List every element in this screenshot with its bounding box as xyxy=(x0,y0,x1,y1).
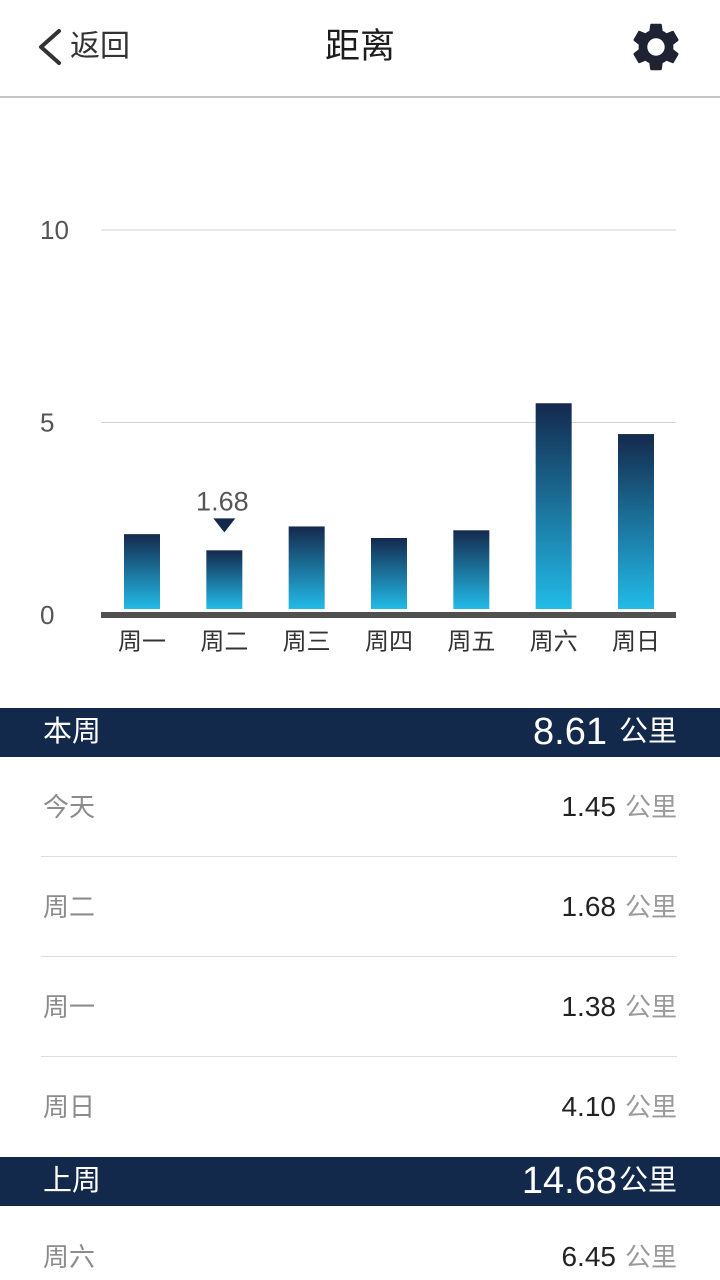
triangle-down-icon xyxy=(213,518,236,533)
distance-unit: 公里 xyxy=(624,1242,677,1272)
x-tick-label: 周五 xyxy=(447,629,495,656)
distance-value: 1.68 xyxy=(561,890,616,922)
x-tick-label: 周六 xyxy=(530,629,578,656)
day-label: 周一 xyxy=(43,991,96,1022)
this-week-header: 本周 8.61 公里 xyxy=(0,708,720,757)
day-label: 今天 xyxy=(43,791,96,822)
x-tick-label: 周日 xyxy=(612,629,660,656)
selected-bar-value-label: 1.68 xyxy=(196,486,249,516)
list-item: 今天 1.45 公里 xyxy=(41,757,677,857)
distance-unit: 公里 xyxy=(624,891,677,922)
distance-value: 1.45 xyxy=(561,790,616,822)
x-tick-label: 周一 xyxy=(118,629,166,656)
distance-bar-chart: 0 5 10 周一 周二 周三 周四 周五 周六 周日 1.68 xyxy=(40,215,676,656)
chart-grid xyxy=(101,229,676,618)
last-week-section: 上周 14.68 公里 周六 6.45 公里 xyxy=(0,1157,720,1280)
bar[interactable] xyxy=(206,550,243,609)
page-title: 距离 xyxy=(324,27,395,66)
this-week-section: 本周 8.61 公里 今天 1.45 公里 周二 1.68 公里 周一 1.38… xyxy=(0,708,720,1157)
section-total-unit: 公里 xyxy=(618,716,677,748)
chart-bars xyxy=(124,403,654,609)
list-item: 周日 4.10 公里 xyxy=(41,1057,677,1157)
x-tick-label: 周二 xyxy=(200,629,248,656)
y-tick-label: 0 xyxy=(40,600,54,630)
day-label: 周六 xyxy=(43,1242,96,1272)
bar[interactable] xyxy=(618,434,654,609)
list-item: 周一 1.38 公里 xyxy=(41,957,677,1057)
back-label: 返回 xyxy=(70,30,130,63)
day-label: 周二 xyxy=(43,891,96,922)
bar[interactable] xyxy=(124,534,160,609)
y-tick-label: 5 xyxy=(40,408,54,438)
bar[interactable] xyxy=(453,530,490,609)
last-week-header: 上周 14.68 公里 xyxy=(0,1157,720,1206)
top-nav-bar: 返回 距离 xyxy=(0,0,720,98)
distance-unit: 公里 xyxy=(624,1092,677,1122)
x-tick-label: 周三 xyxy=(283,629,331,656)
bar[interactable] xyxy=(371,538,407,609)
list-item: 周六 6.45 公里 xyxy=(41,1206,677,1280)
back-button[interactable]: 返回 xyxy=(34,26,144,68)
bar[interactable] xyxy=(535,403,572,609)
section-total-value: 8.61 xyxy=(533,711,607,753)
distance-unit: 公里 xyxy=(624,791,677,822)
section-total-unit: 公里 xyxy=(618,1165,677,1197)
list-item: 周二 1.68 公里 xyxy=(41,857,677,957)
y-tick-label: 10 xyxy=(40,215,69,245)
distance-value: 1.38 xyxy=(561,990,616,1022)
chart-labels: 0 5 10 周一 周二 周三 周四 周五 周六 周日 1.68 xyxy=(40,215,660,656)
section-total-value: 14.68 xyxy=(521,1160,617,1202)
settings-button[interactable] xyxy=(627,18,685,76)
x-tick-label: 周四 xyxy=(365,629,413,656)
section-label: 本周 xyxy=(43,716,102,748)
chevron-left-icon xyxy=(39,29,61,65)
distance-unit: 公里 xyxy=(624,991,677,1022)
section-label: 上周 xyxy=(43,1165,102,1197)
day-label: 周日 xyxy=(43,1092,96,1122)
distance-value: 4.10 xyxy=(561,1091,616,1122)
distance-value: 6.45 xyxy=(561,1241,616,1272)
bar[interactable] xyxy=(288,526,325,609)
gear-icon xyxy=(633,23,679,71)
